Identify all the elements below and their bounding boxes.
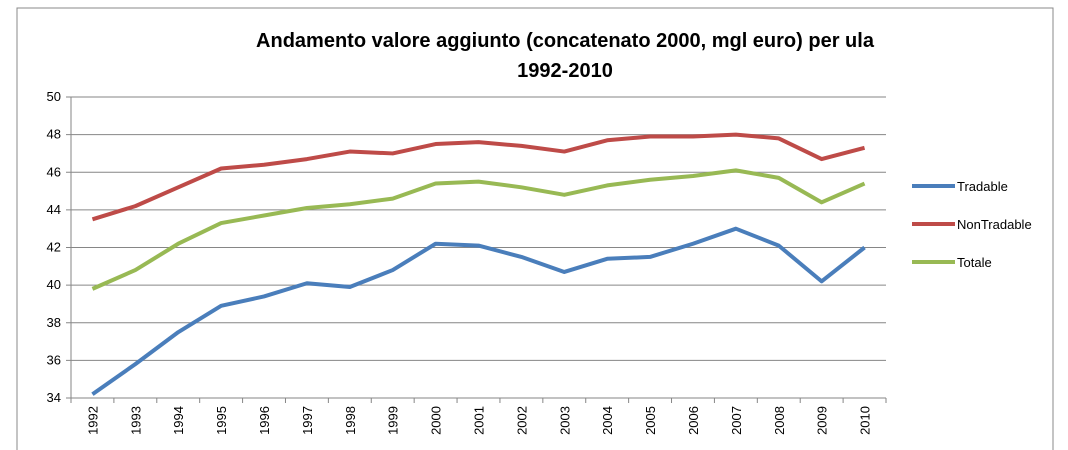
y-tick-label: 38	[47, 315, 61, 330]
y-tick-label: 48	[47, 127, 61, 142]
y-tick-label: 50	[47, 89, 61, 104]
x-tick-label: 2008	[772, 406, 787, 435]
chart-title: Andamento valore aggiunto (concatenato 2…	[256, 30, 875, 52]
x-tick-label: 1997	[300, 406, 315, 435]
x-tick-label: 2007	[729, 406, 744, 435]
legend-label: Tradable	[957, 179, 1008, 194]
x-tick-label: 2004	[600, 406, 615, 435]
x-tick-label: 1999	[386, 406, 401, 435]
x-tick-label: 2009	[815, 406, 830, 435]
x-tick-label: 2006	[686, 406, 701, 435]
x-tick-label: 2000	[429, 406, 444, 435]
x-tick-label: 2001	[472, 406, 487, 435]
legend-label: NonTradable	[957, 217, 1032, 232]
series-line	[91, 132, 866, 222]
series-line	[91, 226, 866, 396]
y-tick-label: 34	[47, 390, 61, 405]
x-tick-label: 1993	[128, 406, 143, 435]
x-tick-label: 1992	[85, 406, 100, 435]
y-tick-label: 42	[47, 240, 61, 255]
y-tick-label: 44	[47, 202, 61, 217]
series-line	[91, 168, 866, 291]
x-tick-label: 2010	[858, 406, 873, 435]
chart-frame	[16, 7, 1054, 450]
x-tick-label: 1995	[214, 406, 229, 435]
x-tick-label: 2005	[643, 406, 658, 435]
x-tick-label: 1996	[257, 406, 272, 435]
x-tick-label: 1998	[343, 406, 358, 435]
legend-label: Totale	[957, 255, 992, 270]
y-tick-label: 46	[47, 164, 61, 179]
x-tick-label: 2003	[557, 406, 572, 435]
chart-title-line2: 1992-2010	[517, 60, 613, 82]
x-tick-label: 2002	[514, 406, 529, 435]
y-tick-label: 40	[47, 277, 61, 292]
x-tick-label: 1994	[171, 406, 186, 435]
y-tick-label: 36	[47, 352, 61, 367]
